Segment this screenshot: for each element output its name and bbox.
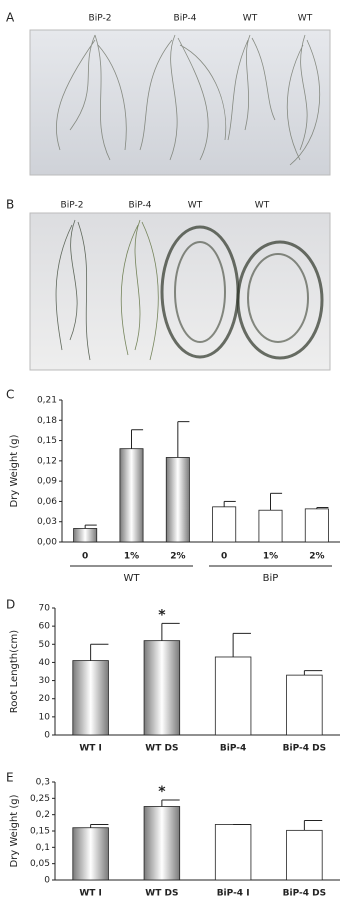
bar (143, 806, 181, 881)
panel-letter: A (6, 11, 15, 25)
photo (29, 212, 331, 371)
photo-label: WT (298, 14, 313, 24)
error-bar (303, 820, 323, 831)
y-tick-label: 0,05 (30, 859, 50, 869)
photo-label: BiP-2 (89, 14, 112, 24)
photo-label: BiP-4 (129, 201, 152, 211)
bar (304, 508, 329, 543)
error-bar (131, 429, 144, 449)
roots (247, 253, 309, 343)
bar (212, 506, 237, 543)
y-tick-label: 0,15 (30, 827, 50, 837)
y-axis-label: Dry Weight (g) (9, 434, 20, 507)
panel-letter: E (6, 771, 14, 785)
roots (120, 219, 159, 361)
photo-label: BiP-2 (61, 201, 84, 211)
bar (286, 829, 323, 881)
y-tick-label: 0,09 (37, 477, 57, 487)
x-tick-label: 2% (170, 552, 185, 562)
x-tick-label: 1% (263, 552, 278, 562)
bar (72, 827, 109, 881)
bar (214, 656, 252, 736)
y-tick-label: 70 (39, 604, 51, 614)
photo-label: WT (243, 14, 258, 24)
error-bar (90, 643, 109, 661)
error-bar (223, 500, 236, 507)
roots (236, 240, 324, 360)
y-tick-label: 0,00 (37, 538, 57, 548)
bar (143, 640, 181, 736)
x-tick-label: 0 (82, 552, 88, 562)
error-bar (161, 622, 180, 641)
y-tick-label: 0,18 (37, 416, 57, 426)
panel-letter: D (6, 598, 15, 612)
y-tick-label: 0,06 (37, 497, 57, 507)
error-bar (232, 632, 251, 657)
photo-a: A BiP-2 BiP-4 WT WT (6, 11, 331, 176)
y-tick-label: 30 (39, 676, 51, 686)
y-tick-label: 0,2 (36, 810, 50, 820)
x-tick-label: 1% (124, 552, 139, 562)
photo-b: B BiP-2 BiP-4 WT WT (6, 198, 331, 371)
y-tick-label: 0,21 (37, 396, 57, 406)
y-tick-label: 0,03 (37, 517, 57, 527)
x-tick-label: WT I (79, 744, 102, 754)
x-tick-label: BiP-4 (220, 744, 246, 754)
error-bar (303, 670, 323, 676)
error-bar (84, 524, 97, 529)
bar (73, 528, 98, 543)
x-tick-label: 2% (309, 552, 324, 562)
y-tick-label: 0,1 (36, 843, 50, 853)
roots (55, 34, 127, 161)
y-tick-label: 60 (39, 622, 51, 632)
bar (72, 660, 109, 736)
annotation: * (158, 607, 166, 623)
y-tick-label: 0,12 (37, 456, 57, 466)
bar (258, 509, 283, 543)
y-tick-label: 20 (39, 694, 51, 704)
annotation: * (158, 784, 166, 800)
bar (214, 824, 252, 881)
bar (165, 457, 190, 543)
x-tick-label: BiP-4 DS (283, 744, 326, 754)
roots (139, 34, 227, 161)
roots (174, 241, 226, 343)
roots (286, 34, 321, 166)
y-tick-label: 50 (39, 640, 51, 650)
y-tick-label: 0,15 (37, 436, 57, 446)
y-tick-label: 0 (44, 731, 50, 741)
x-tick-label: BiP-4 DS (283, 889, 326, 899)
x-tick-label: BiP-4 I (217, 889, 250, 899)
error-bar (270, 492, 283, 511)
y-tick-label: 40 (39, 658, 51, 668)
bar (286, 674, 323, 736)
error-bar (161, 799, 180, 807)
roots (227, 34, 276, 141)
group-label: BiP (263, 573, 279, 584)
x-tick-label: WT DS (145, 744, 178, 754)
y-axis-label: Root Length(cm) (9, 630, 20, 713)
x-tick-label: WT I (79, 889, 102, 899)
error-bar (90, 823, 109, 828)
panel-letter: C (6, 388, 14, 402)
bar (119, 448, 144, 543)
error-bar (177, 421, 190, 458)
y-tick-label: 0,25 (30, 794, 50, 804)
y-tick-label: 10 (39, 712, 51, 722)
error-bar (316, 507, 329, 509)
photo-label: BiP-4 (174, 14, 197, 24)
panel-letter: B (6, 198, 14, 212)
x-tick-label: WT DS (145, 889, 178, 899)
y-axis-label: Dry Weight (g) (9, 794, 20, 867)
roots (55, 219, 91, 361)
photo-label: WT (188, 201, 203, 211)
x-tick-label: 0 (221, 552, 227, 562)
y-tick-label: 0,3 (36, 778, 50, 788)
photo (29, 29, 331, 176)
photo-label: WT (255, 201, 270, 211)
group-label: WT (124, 573, 141, 584)
y-tick-label: 0 (44, 876, 50, 886)
